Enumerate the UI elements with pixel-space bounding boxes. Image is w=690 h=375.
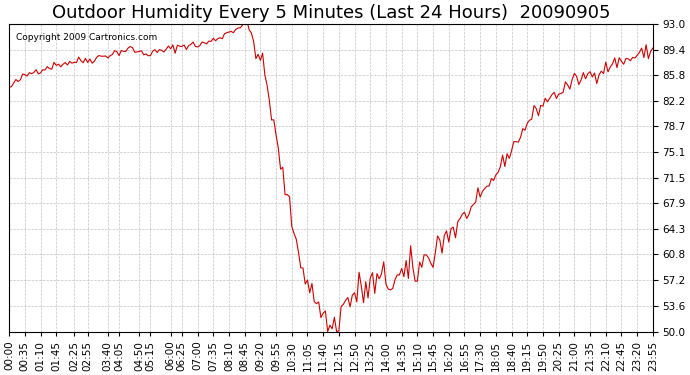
Text: Copyright 2009 Cartronics.com: Copyright 2009 Cartronics.com	[16, 33, 157, 42]
Title: Outdoor Humidity Every 5 Minutes (Last 24 Hours)  20090905: Outdoor Humidity Every 5 Minutes (Last 2…	[52, 4, 610, 22]
